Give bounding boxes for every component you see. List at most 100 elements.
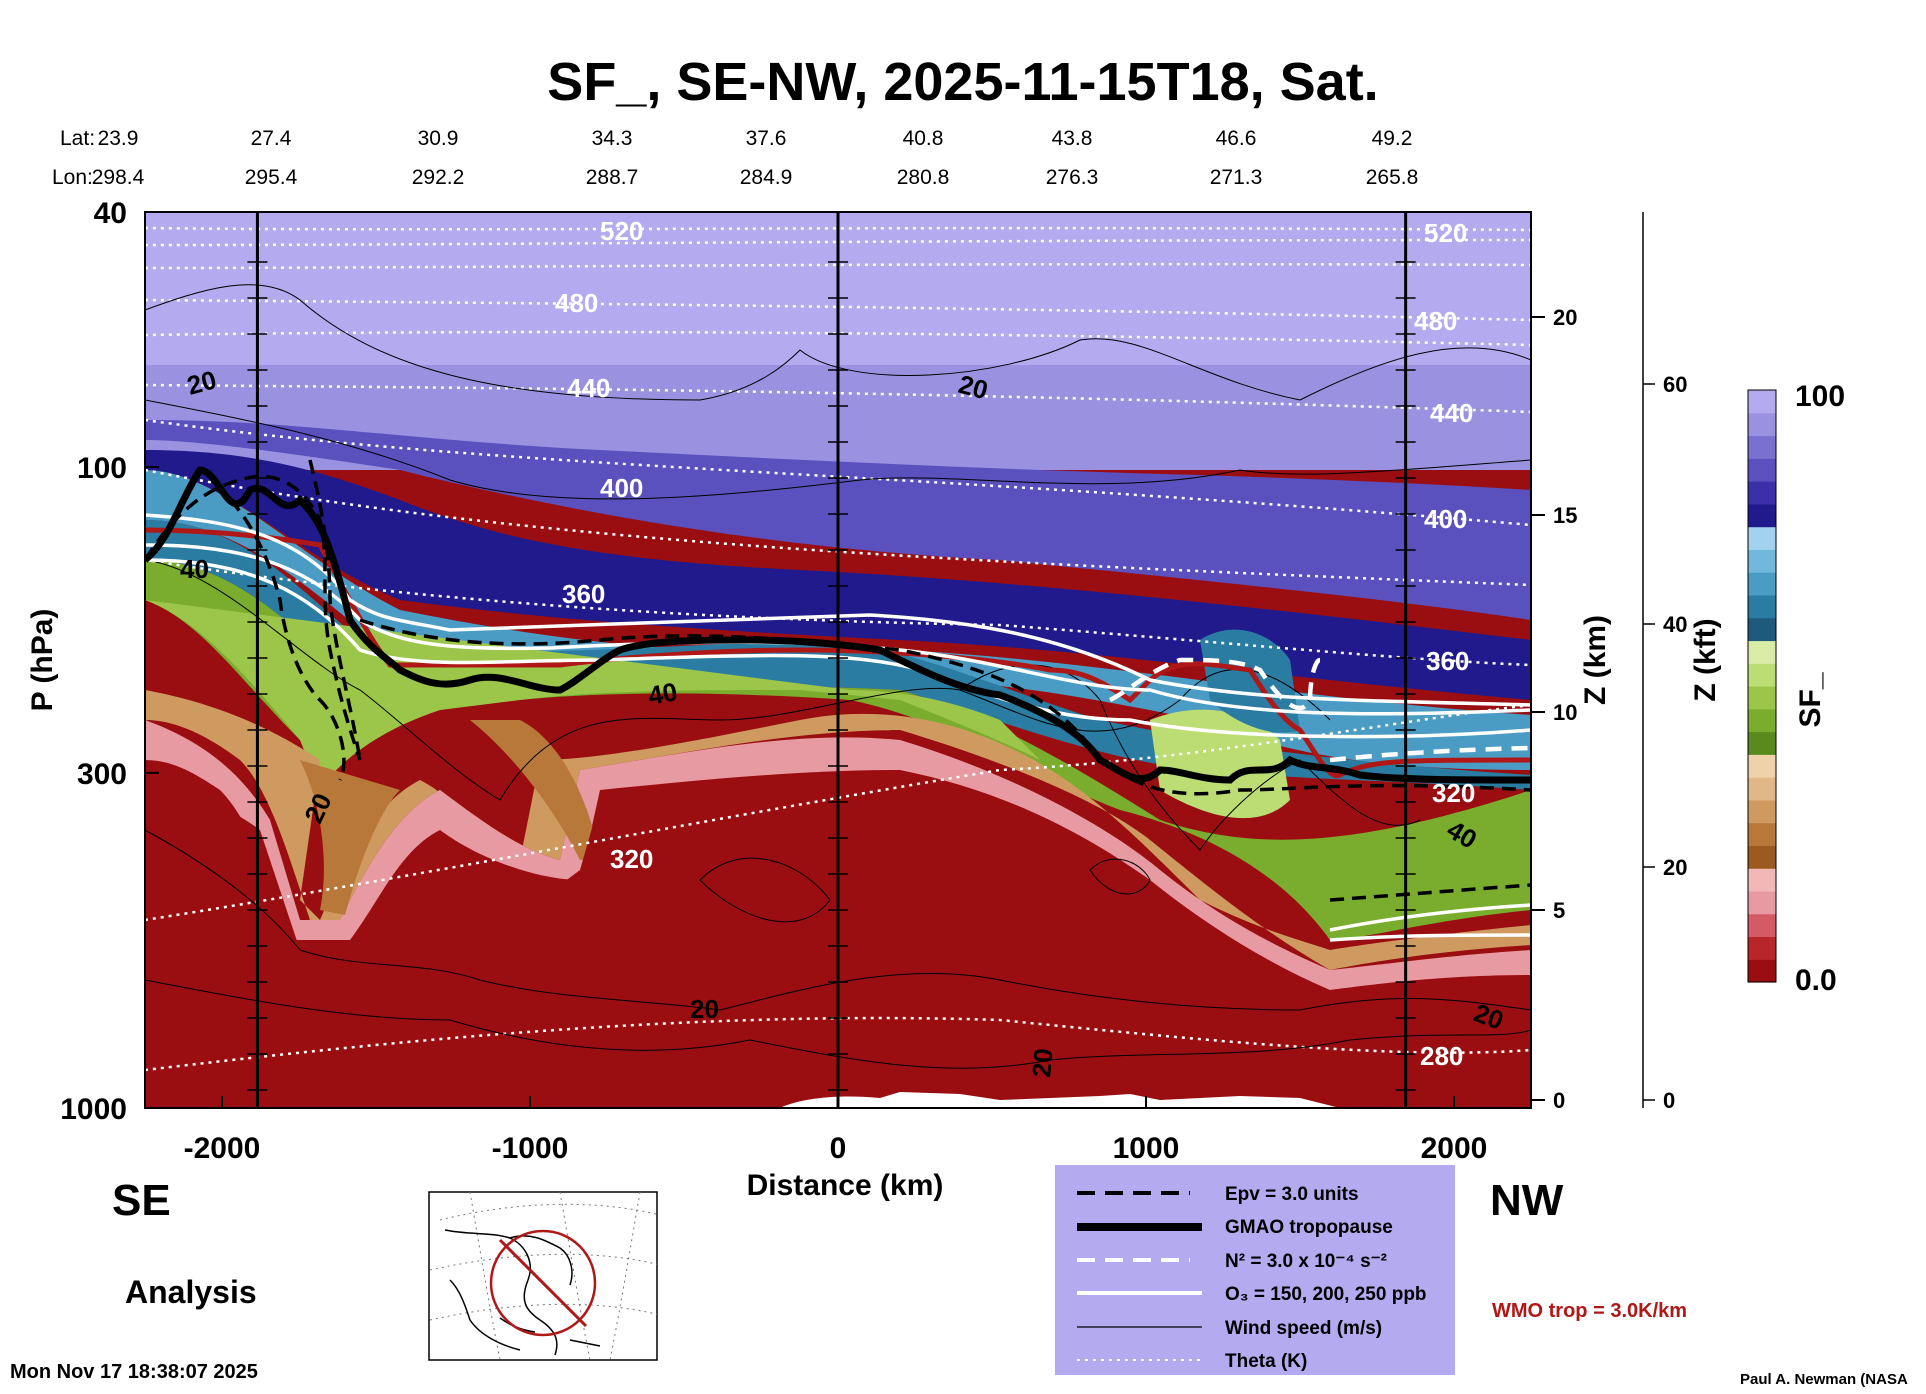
- lon-value: 284.9: [740, 166, 793, 189]
- side-label-nw: NW: [1490, 1176, 1564, 1225]
- theta-label: 360: [562, 579, 605, 609]
- colorbar-step: [1748, 617, 1776, 642]
- analysis-label: Analysis: [125, 1274, 257, 1310]
- band-sf-green: [145, 560, 1531, 940]
- z-km-axis-label: Z (km): [1579, 615, 1612, 705]
- map-graticule: [429, 1192, 657, 1360]
- band-sf-brown-finger: [300, 760, 400, 915]
- x-tick-label: 0: [830, 1132, 847, 1165]
- colorbar-label: SF_: [1794, 672, 1827, 727]
- theta-label: 440: [1430, 398, 1473, 428]
- colorbar-step: [1748, 412, 1776, 437]
- colorbar-step: [1748, 549, 1776, 573]
- lon-value: 292.2: [412, 166, 465, 189]
- legend-entry: Wind speed (m/s): [1225, 1318, 1382, 1339]
- theta-label: 280: [1420, 1041, 1463, 1071]
- wind-label: 40: [646, 676, 680, 711]
- theta-label: 360: [1426, 646, 1469, 676]
- colorbar-step: [1748, 754, 1776, 778]
- credit: Paul A. Newman (NASA: [1740, 1371, 1908, 1388]
- theta-label: 520: [600, 216, 643, 246]
- y-axis-label: P (hPa): [26, 609, 59, 712]
- lon-value: 276.3: [1046, 166, 1099, 189]
- colorbar-step: [1748, 663, 1776, 687]
- theta-label: 520: [1424, 218, 1467, 248]
- colorbar-step: [1748, 503, 1776, 528]
- colorbar-min-label: 0.0: [1795, 964, 1837, 997]
- band-sf-tan: [145, 690, 1531, 970]
- wind-label: 20: [1026, 1047, 1058, 1078]
- colorbar-step: [1748, 868, 1776, 892]
- colorbar: [1747, 389, 1777, 983]
- colorbar-step: [1748, 890, 1776, 915]
- lon-value: 298.4: [92, 166, 145, 189]
- lat-label: Lat:: [60, 127, 95, 150]
- lat-value: 23.9: [98, 127, 139, 150]
- lon-value: 265.8: [1366, 166, 1419, 189]
- band-sf-brown-finger-2: [470, 720, 600, 860]
- theta-label: 320: [610, 844, 653, 874]
- x-tick-label: -2000: [184, 1132, 261, 1165]
- colorbar-step: [1748, 959, 1776, 983]
- x-tick-label: 1000: [1113, 1132, 1180, 1165]
- colorbar-frame: [1747, 389, 1777, 983]
- wind-label: 40: [180, 554, 209, 584]
- theta-label: 480: [555, 288, 598, 318]
- colorbar-step: [1748, 777, 1776, 801]
- x-tick-label: -1000: [492, 1132, 569, 1165]
- colorbar-step: [1748, 822, 1776, 846]
- lon-value: 271.3: [1210, 166, 1263, 189]
- colorbar-step: [1748, 526, 1776, 550]
- lon-value: 288.7: [586, 166, 639, 189]
- y-axis: 40 100 300 1000: [60, 197, 159, 1126]
- z-km-tick-label: 0: [1553, 1088, 1565, 1113]
- colorbar-step: [1748, 799, 1776, 824]
- legend-entry: Theta (K): [1225, 1351, 1307, 1372]
- z-kft-tick-label: 60: [1663, 372, 1687, 397]
- lat-value: 43.8: [1052, 127, 1093, 150]
- colorbar-step: [1748, 708, 1776, 733]
- y-tick-label: 100: [77, 452, 127, 485]
- colorbar-step: [1748, 731, 1776, 755]
- colorbar-step: [1748, 936, 1776, 960]
- colorbar-step: [1748, 686, 1776, 710]
- map-range-circle: [489, 1229, 597, 1337]
- colorbar-step: [1748, 390, 1776, 414]
- x-axis-label: Distance (km): [747, 1169, 944, 1202]
- z-kft-tick-label: 40: [1663, 612, 1687, 637]
- z-kft-axis-label: Z (kft): [1689, 618, 1722, 701]
- timestamp: Mon Nov 17 18:38:07 2025: [10, 1361, 258, 1383]
- lat-value: 27.4: [251, 127, 292, 150]
- lat-value: 37.6: [746, 127, 787, 150]
- colorbar-step: [1748, 572, 1776, 596]
- colorbar-max-label: 100: [1795, 380, 1845, 413]
- z-kft-tick-label: 20: [1663, 855, 1687, 880]
- colorbar-step: [1748, 458, 1776, 482]
- colorbar-step: [1748, 845, 1776, 869]
- z-kft-tick-label: 0: [1663, 1088, 1675, 1113]
- y-tick-label: 40: [94, 197, 127, 230]
- colorbar-step: [1748, 594, 1776, 619]
- lat-value: 40.8: [903, 127, 944, 150]
- z-km-tick-label: 15: [1553, 503, 1577, 528]
- wind-label: 20: [690, 994, 719, 1024]
- legend-entry: O₃ = 150, 200, 250 ppb: [1225, 1284, 1427, 1305]
- n2-contours: [1108, 657, 1531, 763]
- theta-label: 480: [1414, 306, 1457, 336]
- colorbar-step: [1748, 435, 1776, 459]
- z-kft-axis: 60 40 20 0: [1642, 212, 1687, 1113]
- wind-speed-contours: [145, 284, 1531, 1069]
- legend-entry: N² = 3.0 x 10⁻⁴ s⁻²: [1225, 1251, 1387, 1272]
- theta-label: 440: [567, 373, 610, 403]
- gmao-tropopause-line: [145, 466, 1531, 784]
- z-km-axis: 20 15 10 5 0: [1530, 212, 1577, 1113]
- y-tick-label: 1000: [60, 1093, 127, 1126]
- lat-value: 30.9: [418, 127, 459, 150]
- x-axis: -2000 -1000 0 1000 2000: [184, 1096, 1487, 1165]
- z-km-tick-label: 5: [1553, 898, 1565, 923]
- lat-value: 34.3: [592, 127, 633, 150]
- legend: Epv = 3.0 units GMAO tropopause N² = 3.0…: [1055, 1165, 1455, 1375]
- lon-value: 295.4: [245, 166, 298, 189]
- legend-box: [1055, 1165, 1455, 1375]
